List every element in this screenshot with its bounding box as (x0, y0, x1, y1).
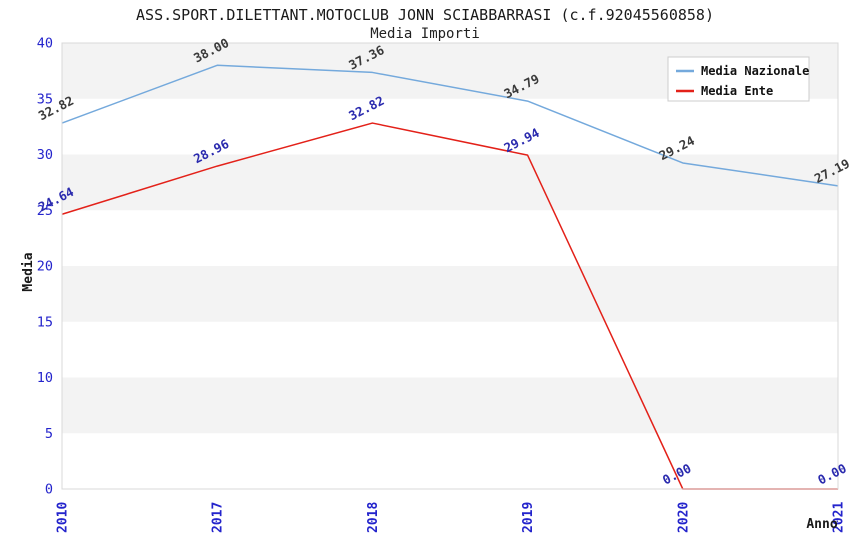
line-media-nazionale (61, 64, 839, 187)
chart-title: ASS.SPORT.DILETTANT.MOTOCLUB JONN SCIABB… (136, 6, 714, 24)
y-tick-label: 10 (37, 370, 53, 386)
x-tick-label: 2021 (832, 502, 847, 533)
y-tick-label: 5 (45, 426, 53, 442)
legend-box (667, 56, 810, 102)
y-tick-label: 30 (37, 147, 53, 163)
x-tick-label: 2019 (521, 502, 536, 533)
x-tick-label: 2017 (211, 502, 226, 533)
y-tick-label: 25 (37, 203, 53, 219)
y-tick-label: 15 (37, 314, 53, 330)
legend-label: Media Nazionale (701, 64, 809, 78)
legend-label: Media Ente (701, 84, 773, 98)
grid-band (62, 377, 838, 434)
y-tick-label: 35 (37, 91, 53, 107)
plot-border (61, 42, 839, 490)
chart-subtitle: Media Importi (370, 26, 480, 42)
y-tick-label: 40 (37, 36, 53, 52)
x-tick-label: 2018 (366, 502, 381, 533)
grid-band (62, 154, 838, 211)
x-axis-label: Anno (806, 517, 837, 532)
y-tick-label: 20 (37, 259, 53, 275)
y-axis-label: Media (21, 252, 36, 291)
x-tick-label: 2020 (676, 502, 691, 533)
x-tick-label: 2010 (56, 502, 71, 533)
y-tick-label: 0 (45, 482, 53, 498)
grid-band (62, 266, 838, 322)
